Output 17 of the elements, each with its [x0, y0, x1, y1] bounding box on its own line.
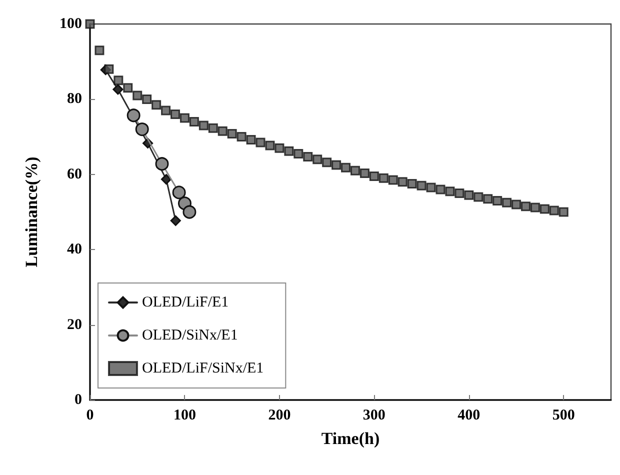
x-tick-label: 200 [268, 408, 291, 424]
x-tick-label: 500 [552, 408, 575, 424]
x-axis-title: Time(h) [321, 429, 380, 448]
x-tick-label: 400 [458, 408, 480, 424]
x-tick-label: 300 [362, 408, 386, 424]
y-tick-label: 80 [67, 91, 82, 108]
x-tick-label: 0 [86, 408, 94, 424]
y-tick-label: 0 [74, 392, 82, 408]
y-tick-label: 20 [67, 316, 82, 333]
legend-label: OLED/LiF/E1 [142, 294, 229, 310]
y-tick-label: 40 [67, 242, 82, 258]
y-tick-label: 60 [67, 166, 82, 182]
legend-label: OLED/LiF/SiNx/E1 [142, 360, 264, 376]
y-axis-title: Luminance(%) [22, 156, 41, 268]
legend-label: OLED/SiNx/E1 [142, 328, 238, 344]
x-tick-label: 100 [173, 408, 196, 424]
y-tick-label: 100 [60, 16, 82, 32]
